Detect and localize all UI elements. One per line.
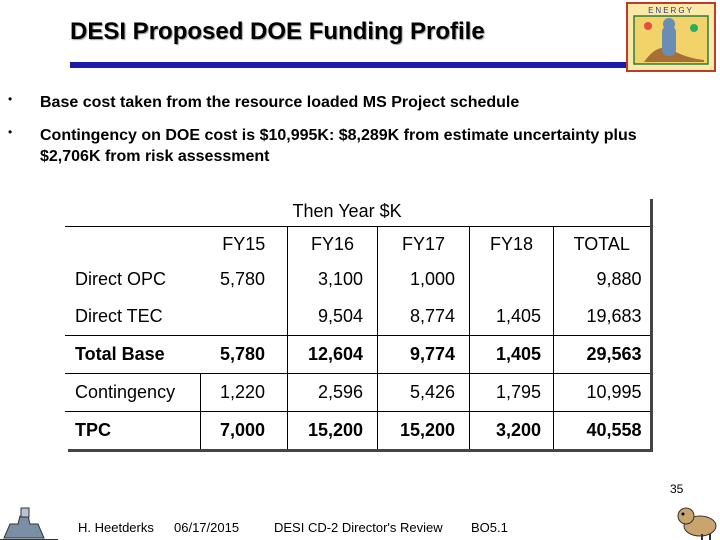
table-cell: 2,596	[287, 373, 378, 412]
table-cell: 1,405	[469, 298, 554, 336]
energy-logo: ENERGY	[626, 2, 716, 72]
column-header: FY16	[287, 226, 378, 261]
table-cell: 5,780	[219, 269, 265, 289]
table-cell: 9,880	[553, 261, 650, 298]
bullet-icon: •	[8, 92, 13, 106]
table-cell: 9,774	[377, 335, 470, 374]
bullet-icon: •	[8, 125, 13, 139]
telescope-icon	[0, 507, 58, 540]
table-cell: 5,426	[377, 373, 470, 412]
table-cell	[201, 298, 288, 336]
table-cell: 15,200	[377, 411, 470, 449]
table-cell: 5,780	[200, 335, 288, 374]
row-label: Direct OPC	[75, 269, 167, 289]
table-row: Direct OPC 5,780 3,100 1,000 9,880	[65, 261, 650, 298]
title-underline	[70, 62, 630, 68]
column-header: FY18	[469, 226, 554, 261]
table-row: Total Base 5,780 12,604 9,774 1,405 29,5…	[65, 335, 650, 374]
table-cell: 3,200	[469, 411, 554, 449]
slide-title: DESI Proposed DOE Funding Profile	[70, 18, 485, 45]
caption-row: Then Year $K	[65, 196, 650, 227]
table-cell: 1,220	[200, 373, 288, 412]
table-cell: 19,683	[553, 298, 650, 336]
table-cell: 29,563	[553, 335, 650, 374]
funding-table: Then Year $K FY15 FY16 FY17 FY18 TOTAL D…	[65, 196, 650, 449]
footer-event: DESI CD-2 Director's Review	[274, 520, 443, 535]
table-cell: 9,504	[287, 298, 378, 336]
bullet-text: Contingency on DOE cost is $10,995K: $8,…	[40, 127, 637, 165]
bullet-text: Base cost taken from the resource loaded…	[40, 94, 520, 111]
table-cell: 12,604	[287, 335, 378, 374]
table-row: TPC 7,000 15,200 15,200 3,200 40,558	[65, 411, 650, 449]
character-icon	[677, 507, 717, 540]
table-cell	[469, 261, 554, 298]
table-cell: 15,200	[287, 411, 378, 449]
table-cell: 1,795	[469, 373, 554, 412]
footer-author: H. Heetderks	[78, 520, 154, 535]
table-header-row: FY15 FY16 FY17 FY18 TOTAL	[65, 226, 650, 261]
column-header: TOTAL	[553, 226, 650, 261]
column-header: FY15	[200, 226, 288, 261]
row-label: TPC	[65, 411, 201, 449]
table-row: Contingency 1,220 2,596 5,426 1,795 10,9…	[65, 373, 650, 412]
row-label: Contingency	[65, 373, 201, 412]
row-label: Total Base	[65, 335, 201, 374]
table-cell: 1,405	[469, 335, 554, 374]
footer-ref: BO5.1	[471, 520, 508, 535]
table-cell: 3,100	[287, 261, 378, 298]
footer-date: 06/17/2015	[174, 520, 240, 535]
table-cell: 8,774	[377, 298, 470, 336]
table-cell: 40,558	[553, 411, 650, 449]
table-caption: Then Year $K	[292, 200, 402, 221]
row-label: Direct TEC	[75, 306, 163, 326]
table-cell: 10,995	[553, 373, 650, 412]
column-header: FY17	[377, 226, 470, 261]
table-row: Direct TEC 9,504 8,774 1,405 19,683	[65, 298, 650, 336]
page-number: 35	[670, 482, 684, 496]
logo-text: ENERGY	[648, 6, 694, 15]
table-cell: 7,000	[200, 411, 288, 449]
table-cell: 1,000	[377, 261, 470, 298]
